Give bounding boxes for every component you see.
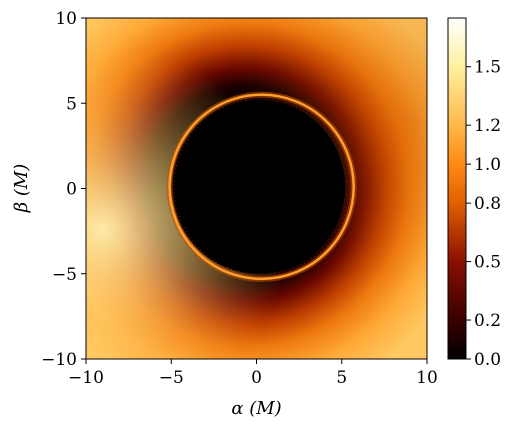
x-tick-label: 10	[416, 368, 438, 388]
x-tick-label: −5	[159, 368, 184, 388]
colorbar-tick-label: 0.8	[474, 194, 501, 214]
x-tick-label: 5	[336, 368, 347, 388]
y-tick-label: 0	[66, 180, 77, 200]
x-axis: −10 −5 0 5 10	[68, 359, 438, 388]
y-tick-label: −10	[41, 350, 77, 370]
colorbar-tick-label: 0.0	[474, 350, 501, 370]
x-tick-label: 0	[251, 368, 262, 388]
colorbar-tick-label: 1.2	[474, 116, 501, 136]
y-tick-label: 5	[66, 94, 77, 114]
x-axis-label: α (M)	[231, 398, 281, 419]
colorbar-tick-label: 1.5	[474, 58, 501, 78]
heatmap-image	[86, 18, 427, 359]
y-tick-label: 10	[55, 9, 77, 29]
y-tick-label: −5	[52, 265, 77, 285]
colorbar-ticks: 0.0 0.2 0.5 0.8 1.0 1.2 1.5	[466, 58, 501, 370]
colorbar-tick-label: 0.2	[474, 311, 501, 331]
colorbar-tick-label: 1.0	[474, 155, 501, 175]
colorbar-gradient	[448, 18, 466, 359]
colorbar-tick-label: 0.5	[474, 253, 501, 273]
y-axis: −10 −5 0 5 10	[41, 9, 86, 370]
photon-ring-inner	[173, 98, 350, 275]
colorbar: 0.0 0.2 0.5 0.8 1.0 1.2 1.5	[447, 17, 501, 370]
black-hole-shadow	[171, 99, 346, 274]
photon-ring	[168, 93, 355, 281]
y-axis-label: β (M)	[11, 164, 32, 214]
colorbar-frame	[447, 17, 467, 360]
x-tick-label: −10	[68, 368, 104, 388]
